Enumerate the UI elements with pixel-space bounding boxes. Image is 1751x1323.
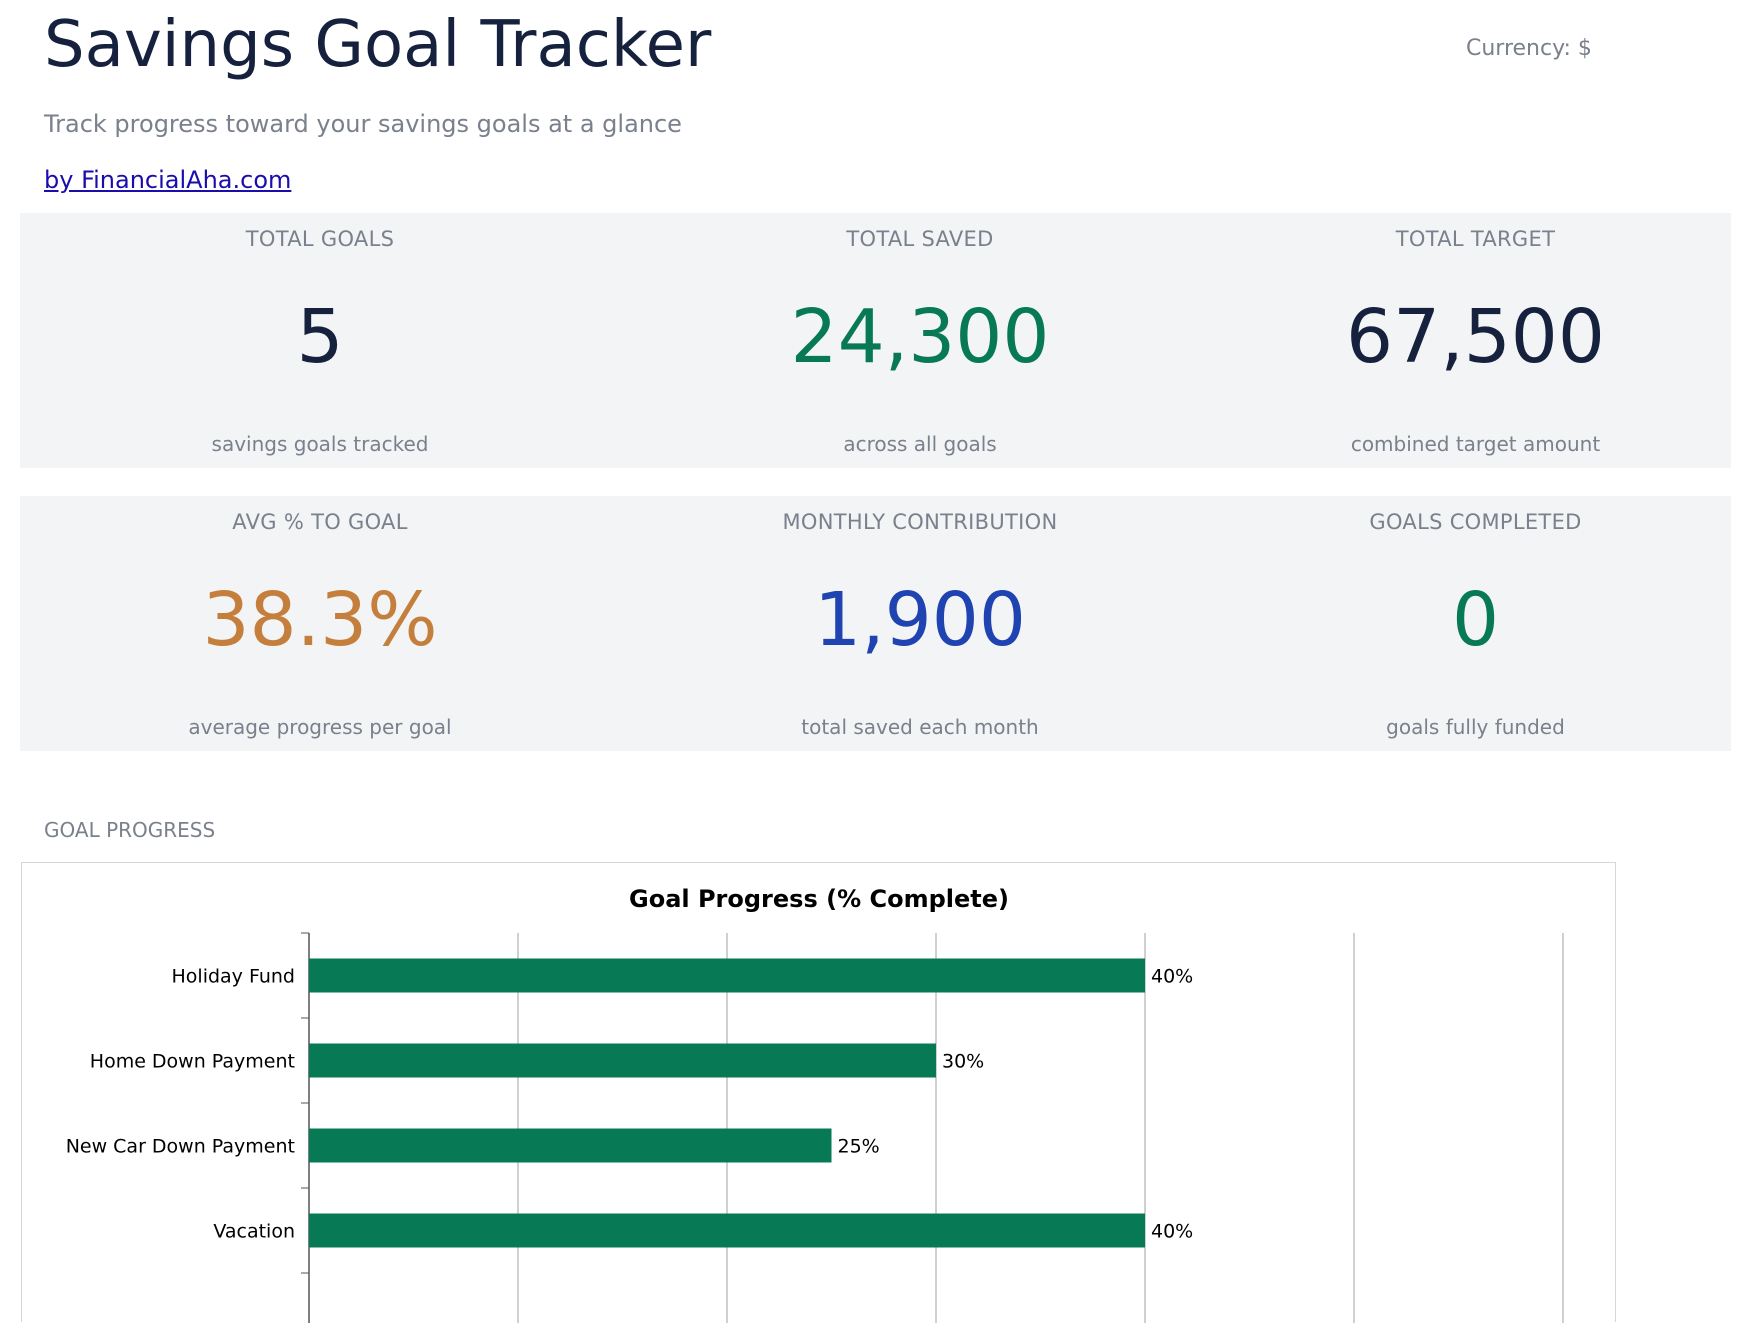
page-subtitle: Track progress toward your savings goals… [44, 110, 682, 138]
kpi-total-goals: TOTAL GOALS 5 savings goals tracked [20, 213, 620, 468]
kpi-value: 5 [296, 294, 344, 380]
kpi-value: 0 [1451, 577, 1500, 663]
chart-bars [309, 958, 1145, 1248]
byline-link[interactable]: by FinancialAha.com [44, 166, 292, 194]
kpi-row-1: TOTAL GOALS 5 savings goals tracked TOTA… [20, 213, 1731, 468]
kpi-note: goals fully funded [1386, 715, 1565, 739]
kpi-label: TOTAL SAVED [846, 227, 994, 251]
goal-progress-section-label: GOAL PROGRESS [44, 818, 216, 842]
value-label: 40% [1151, 966, 1193, 988]
kpi-label: MONTHLY CONTRIBUTION [782, 510, 1058, 534]
kpi-note: average progress per goal [188, 715, 452, 739]
value-label: 30% [942, 1051, 984, 1073]
bar [309, 1213, 1145, 1248]
kpi-note: combined target amount [1350, 432, 1601, 456]
chart-grid [301, 932, 1564, 1323]
kpi-note: total saved each month [801, 715, 1039, 739]
kpi-value: 67,500 [1346, 294, 1605, 380]
category-label: Vacation [213, 1221, 295, 1243]
kpi-note: across all goals [843, 432, 997, 456]
kpi-label: AVG % TO GOAL [232, 510, 408, 534]
kpi-avg-percent: AVG % TO GOAL 38.3% average progress per… [20, 496, 620, 751]
category-label: Holiday Fund [172, 966, 296, 988]
kpi-goals-completed: GOALS COMPLETED 0 goals fully funded [1220, 496, 1731, 751]
currency-label: Currency: $ [1466, 36, 1592, 61]
category-label: New Car Down Payment [66, 1136, 295, 1158]
value-label: 25% [838, 1136, 880, 1158]
category-label: Home Down Payment [90, 1051, 295, 1073]
goal-progress-chart-svg: Goal Progress (% Complete) Holiday Fund 4… [66, 885, 1564, 1323]
chart-labels: Holiday Fund 40% Home Down Payment 30% New C… [66, 966, 1194, 1243]
kpi-total-saved: TOTAL SAVED 24,300 across all goals [620, 213, 1220, 468]
bar [309, 1128, 832, 1163]
page-title: Savings Goal Tracker [44, 8, 712, 82]
kpi-note: savings goals tracked [211, 432, 429, 456]
kpi-row-2: AVG % TO GOAL 38.3% average progress per… [20, 496, 1731, 751]
bar [309, 1043, 936, 1078]
kpi-value: 1,900 [814, 577, 1026, 663]
kpi-label: GOALS COMPLETED [1369, 510, 1582, 534]
kpi-label: TOTAL GOALS [245, 227, 395, 251]
kpi-label: TOTAL TARGET [1395, 227, 1556, 251]
bar [309, 958, 1145, 993]
kpi-value: 38.3% [202, 577, 438, 663]
kpi-value: 24,300 [790, 294, 1050, 380]
value-label: 40% [1151, 1221, 1193, 1243]
chart-title: Goal Progress (% Complete) [629, 885, 1009, 913]
goal-progress-chart: Goal Progress (% Complete) Holiday Fund 4… [21, 862, 1616, 1323]
kpi-monthly-contribution: MONTHLY CONTRIBUTION 1,900 total saved e… [620, 496, 1220, 751]
kpi-total-target: TOTAL TARGET 67,500 combined target amou… [1220, 213, 1731, 468]
